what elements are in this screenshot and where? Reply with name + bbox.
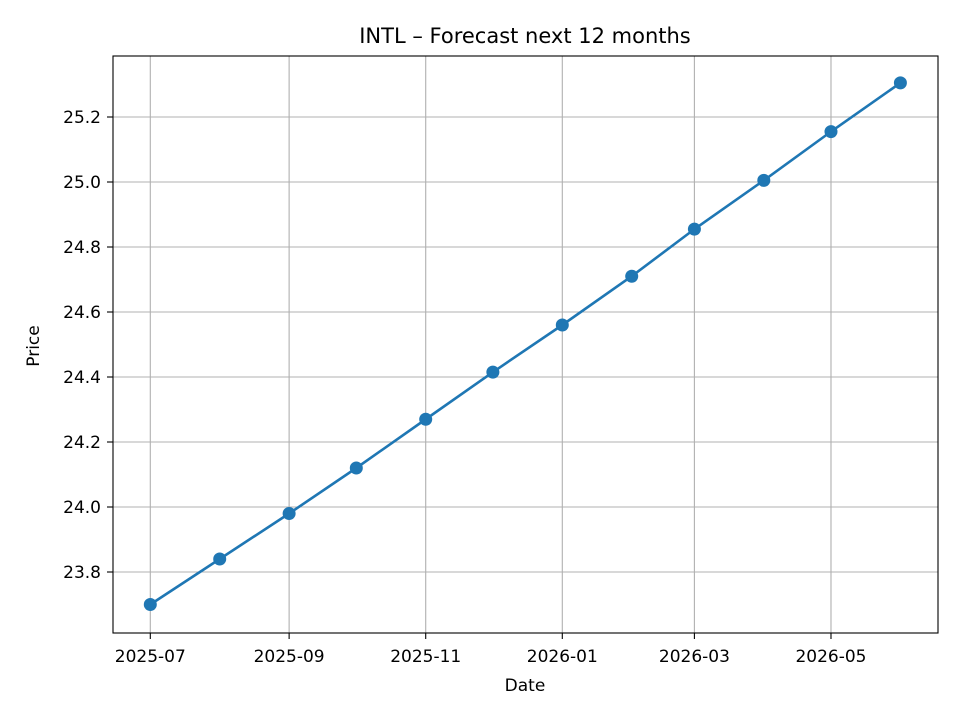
y-tick-label: 25.0 — [63, 173, 101, 193]
data-point — [893, 76, 907, 90]
data-point — [213, 552, 227, 566]
x-axis: 2025-07 2025-09 2025-11 2026-01 2026-03 2026-… — [115, 633, 867, 667]
y-tick-label: 24.6 — [63, 303, 101, 323]
x-tick-label: 2025-11 — [390, 647, 461, 667]
data-point — [419, 412, 433, 426]
data-point — [486, 365, 500, 379]
data-point — [824, 125, 838, 139]
x-tick-label: 2026-03 — [659, 647, 730, 667]
data-point — [143, 598, 157, 611]
plot-frame — [112, 55, 939, 634]
y-tick-label: 25.2 — [63, 108, 101, 128]
data-point — [687, 222, 701, 236]
y-axis-label: Price — [24, 325, 44, 366]
y-axis: 23.8 24.0 24.2 24.4 24.6 24.8 25.0 25.2 — [63, 108, 113, 583]
data-point — [757, 173, 771, 187]
y-tick-label: 24.2 — [63, 433, 101, 453]
y-tick-label: 24.0 — [63, 498, 101, 518]
x-tick-label: 2025-07 — [115, 647, 186, 667]
data-point — [625, 269, 639, 283]
series-line — [149, 81, 902, 606]
grid — [113, 56, 938, 633]
y-tick-label: 24.8 — [63, 238, 101, 258]
data-point — [282, 507, 296, 520]
x-tick-label: 2026-01 — [527, 647, 598, 667]
x-tick-label: 2025-09 — [254, 647, 325, 667]
x-axis-label: Date — [505, 676, 546, 696]
data-point — [555, 318, 569, 332]
y-tick-label: 24.4 — [63, 368, 101, 388]
x-tick-label: 2026-05 — [795, 647, 866, 667]
y-tick-label: 23.8 — [63, 563, 101, 583]
data-point — [349, 461, 363, 475]
series-layer — [143, 76, 907, 611]
chart-title: INTL – Forecast next 12 months — [359, 24, 691, 48]
